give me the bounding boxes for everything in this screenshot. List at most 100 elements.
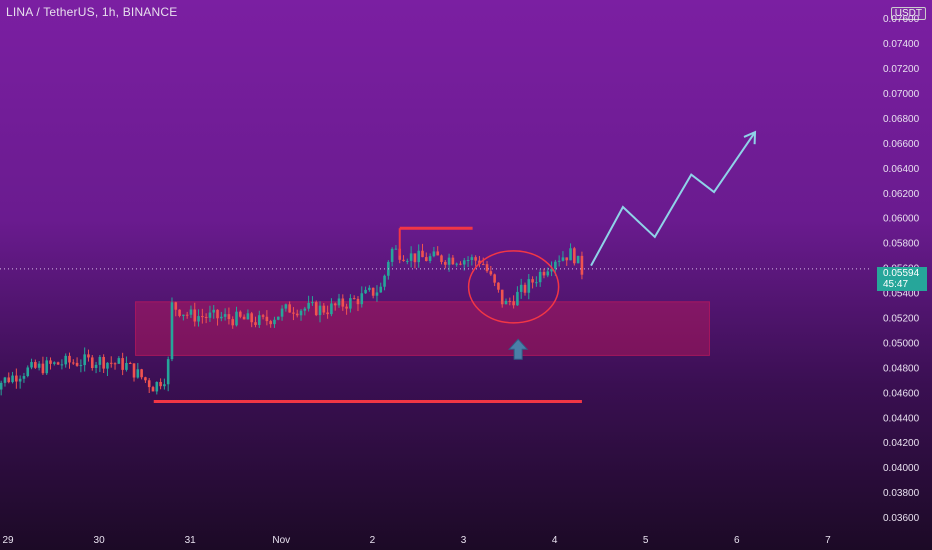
y-tick-label: 0.03600 bbox=[883, 513, 920, 524]
y-tick-label: 0.05400 bbox=[883, 289, 920, 300]
candle-body bbox=[220, 316, 223, 319]
candle-body bbox=[542, 271, 546, 276]
candle-body bbox=[170, 302, 174, 360]
y-tick-label: 0.06000 bbox=[883, 214, 920, 225]
candle-body bbox=[314, 302, 318, 316]
candle-body bbox=[79, 365, 83, 367]
candle-body bbox=[140, 369, 143, 378]
x-tick-label: 7 bbox=[825, 535, 831, 546]
candle-body bbox=[246, 313, 250, 320]
candle-body bbox=[390, 248, 394, 262]
candle-body bbox=[459, 263, 462, 265]
candle-body bbox=[265, 316, 269, 322]
y-tick-label: 0.04600 bbox=[883, 388, 920, 399]
candle-body bbox=[117, 358, 121, 364]
candle-body bbox=[546, 271, 550, 276]
y-tick-label: 0.04800 bbox=[883, 363, 920, 374]
chart-title: LINA / TetherUS, 1h, BINANCE bbox=[6, 5, 178, 19]
candle-body bbox=[573, 248, 576, 264]
candle-body bbox=[45, 360, 49, 374]
y-tick-label: 0.03800 bbox=[883, 488, 920, 499]
candle-body bbox=[208, 312, 212, 318]
candle-body bbox=[360, 293, 364, 305]
candle-body bbox=[37, 363, 41, 368]
y-tick-label: 0.06200 bbox=[883, 189, 920, 200]
candle-body bbox=[83, 354, 86, 366]
y-tick-label: 0.07400 bbox=[883, 39, 920, 50]
candle-body bbox=[333, 303, 337, 306]
candle-body bbox=[109, 362, 113, 364]
candle-body bbox=[527, 279, 531, 293]
candle-body bbox=[269, 321, 272, 325]
candle-body bbox=[242, 316, 246, 320]
candle-body bbox=[413, 253, 417, 263]
current-price-value: 0.05594 bbox=[883, 268, 920, 279]
candle-body bbox=[7, 377, 11, 383]
candle-body bbox=[341, 298, 345, 307]
candle-body bbox=[295, 313, 299, 316]
candle-body bbox=[49, 360, 52, 364]
candle-body bbox=[273, 319, 276, 325]
candle-body bbox=[60, 364, 64, 366]
candle-body bbox=[303, 308, 307, 311]
candle-body bbox=[147, 380, 151, 388]
candle-body bbox=[512, 301, 515, 306]
y-tick-label: 0.04000 bbox=[883, 463, 920, 474]
candle-body bbox=[375, 292, 379, 296]
candle-body bbox=[421, 250, 424, 258]
y-tick-label: 0.06800 bbox=[883, 114, 920, 125]
candle-body bbox=[15, 375, 18, 382]
candle-body bbox=[216, 309, 219, 319]
candle-body bbox=[3, 377, 7, 383]
x-tick-label: 30 bbox=[94, 535, 106, 546]
candle-body bbox=[425, 257, 428, 261]
candle-body bbox=[136, 369, 140, 378]
candle-body bbox=[166, 359, 170, 385]
candle-body bbox=[500, 289, 504, 305]
candle-body bbox=[307, 302, 310, 309]
candle-body bbox=[535, 282, 538, 284]
candle-body bbox=[504, 300, 508, 305]
candle-body bbox=[22, 376, 26, 379]
candle-body bbox=[364, 289, 367, 294]
candle-body bbox=[284, 304, 288, 309]
candle-body bbox=[113, 363, 117, 365]
candle-body bbox=[383, 275, 386, 287]
candle-body bbox=[489, 271, 493, 275]
candle-body bbox=[11, 375, 14, 383]
currency-label[interactable]: USDT bbox=[890, 7, 926, 20]
candle-body bbox=[428, 256, 432, 261]
candle-body bbox=[98, 356, 102, 365]
candle-body bbox=[71, 362, 75, 364]
candle-body bbox=[318, 305, 322, 316]
candle-body bbox=[478, 260, 481, 265]
y-tick-label: 0.05800 bbox=[883, 239, 920, 250]
y-tick-label: 0.07200 bbox=[883, 64, 920, 75]
y-tick-label: 0.04200 bbox=[883, 438, 920, 449]
candle-body bbox=[250, 313, 253, 323]
candle-body bbox=[144, 377, 147, 381]
candle-body bbox=[53, 362, 56, 364]
candle-body bbox=[174, 302, 178, 310]
candle-body bbox=[337, 298, 341, 306]
candle-body bbox=[64, 355, 67, 365]
candle-body bbox=[523, 284, 527, 293]
candle-body bbox=[185, 314, 189, 316]
candle-body bbox=[402, 259, 405, 261]
candle-body bbox=[163, 384, 166, 387]
candle-body bbox=[508, 300, 512, 302]
candle-body bbox=[466, 259, 470, 261]
candle-body bbox=[371, 287, 375, 296]
highlight-ellipse bbox=[467, 250, 560, 324]
candle-body bbox=[223, 314, 227, 317]
current-price-badge: 0.05594 45:47 bbox=[877, 267, 927, 291]
candle-body bbox=[254, 322, 257, 325]
candle-body bbox=[406, 260, 409, 262]
candle-body bbox=[470, 257, 474, 260]
y-tick-label: 0.07600 bbox=[883, 14, 920, 25]
candle-body bbox=[75, 362, 79, 366]
candle-body bbox=[18, 378, 22, 382]
candle-body bbox=[261, 315, 265, 317]
candle-body bbox=[189, 309, 193, 315]
